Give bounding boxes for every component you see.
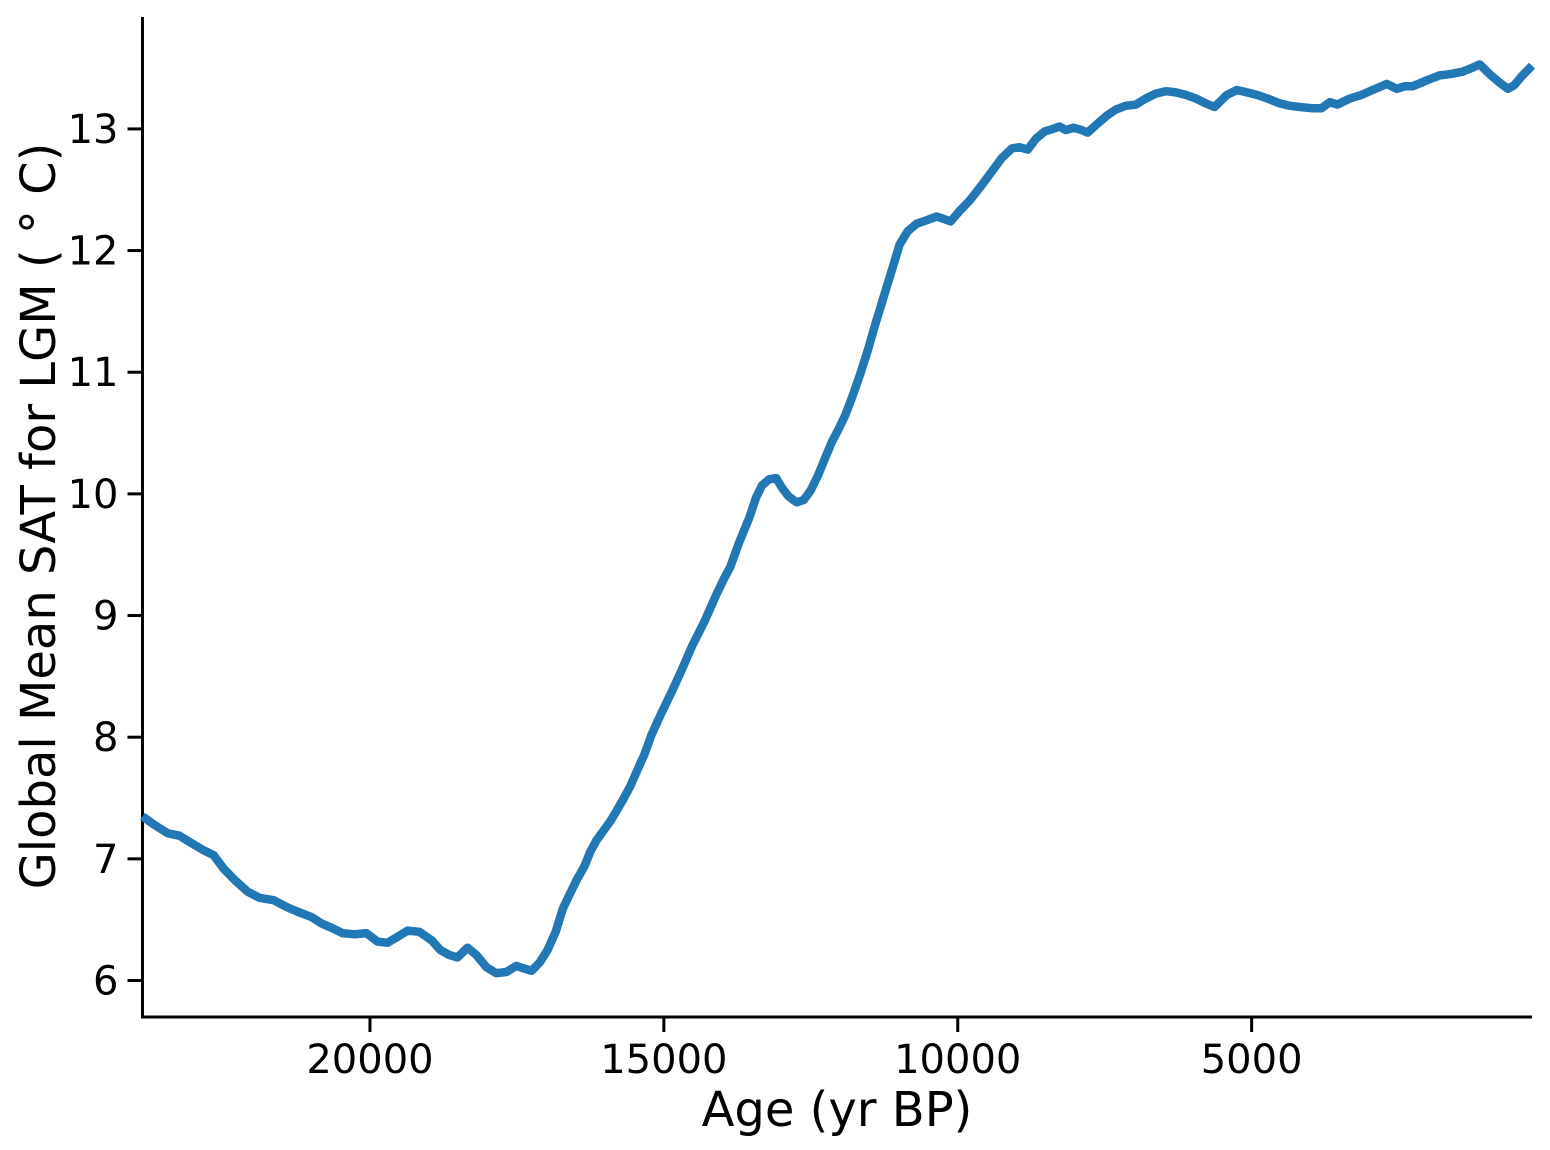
- x-tick-label: 15000: [600, 1037, 727, 1083]
- y-tick-label: 7: [93, 837, 118, 883]
- y-axis-title: Global Mean SAT for LGM ( ° C): [11, 143, 67, 890]
- y-tick-label: 10: [68, 472, 119, 518]
- y-tick-label: 8: [93, 715, 118, 761]
- x-tick-label: 20000: [306, 1037, 433, 1083]
- x-axis-title: Age (yr BP): [702, 1082, 973, 1138]
- x-tick-label: 10000: [894, 1037, 1021, 1083]
- temperature-line: [140, 60, 1536, 978]
- y-tick-label: 13: [68, 107, 119, 153]
- y-tick-label: 12: [68, 229, 119, 275]
- y-tick-label: 9: [93, 594, 118, 640]
- y-tick-label: 11: [68, 350, 119, 396]
- axes: 20000 15000 10000 5000 6 7 8 9 10 11 12 13: [68, 17, 1532, 1083]
- x-tick-label: 5000: [1201, 1037, 1303, 1083]
- y-tick-label: 6: [93, 959, 118, 1005]
- data-series: [140, 60, 1536, 978]
